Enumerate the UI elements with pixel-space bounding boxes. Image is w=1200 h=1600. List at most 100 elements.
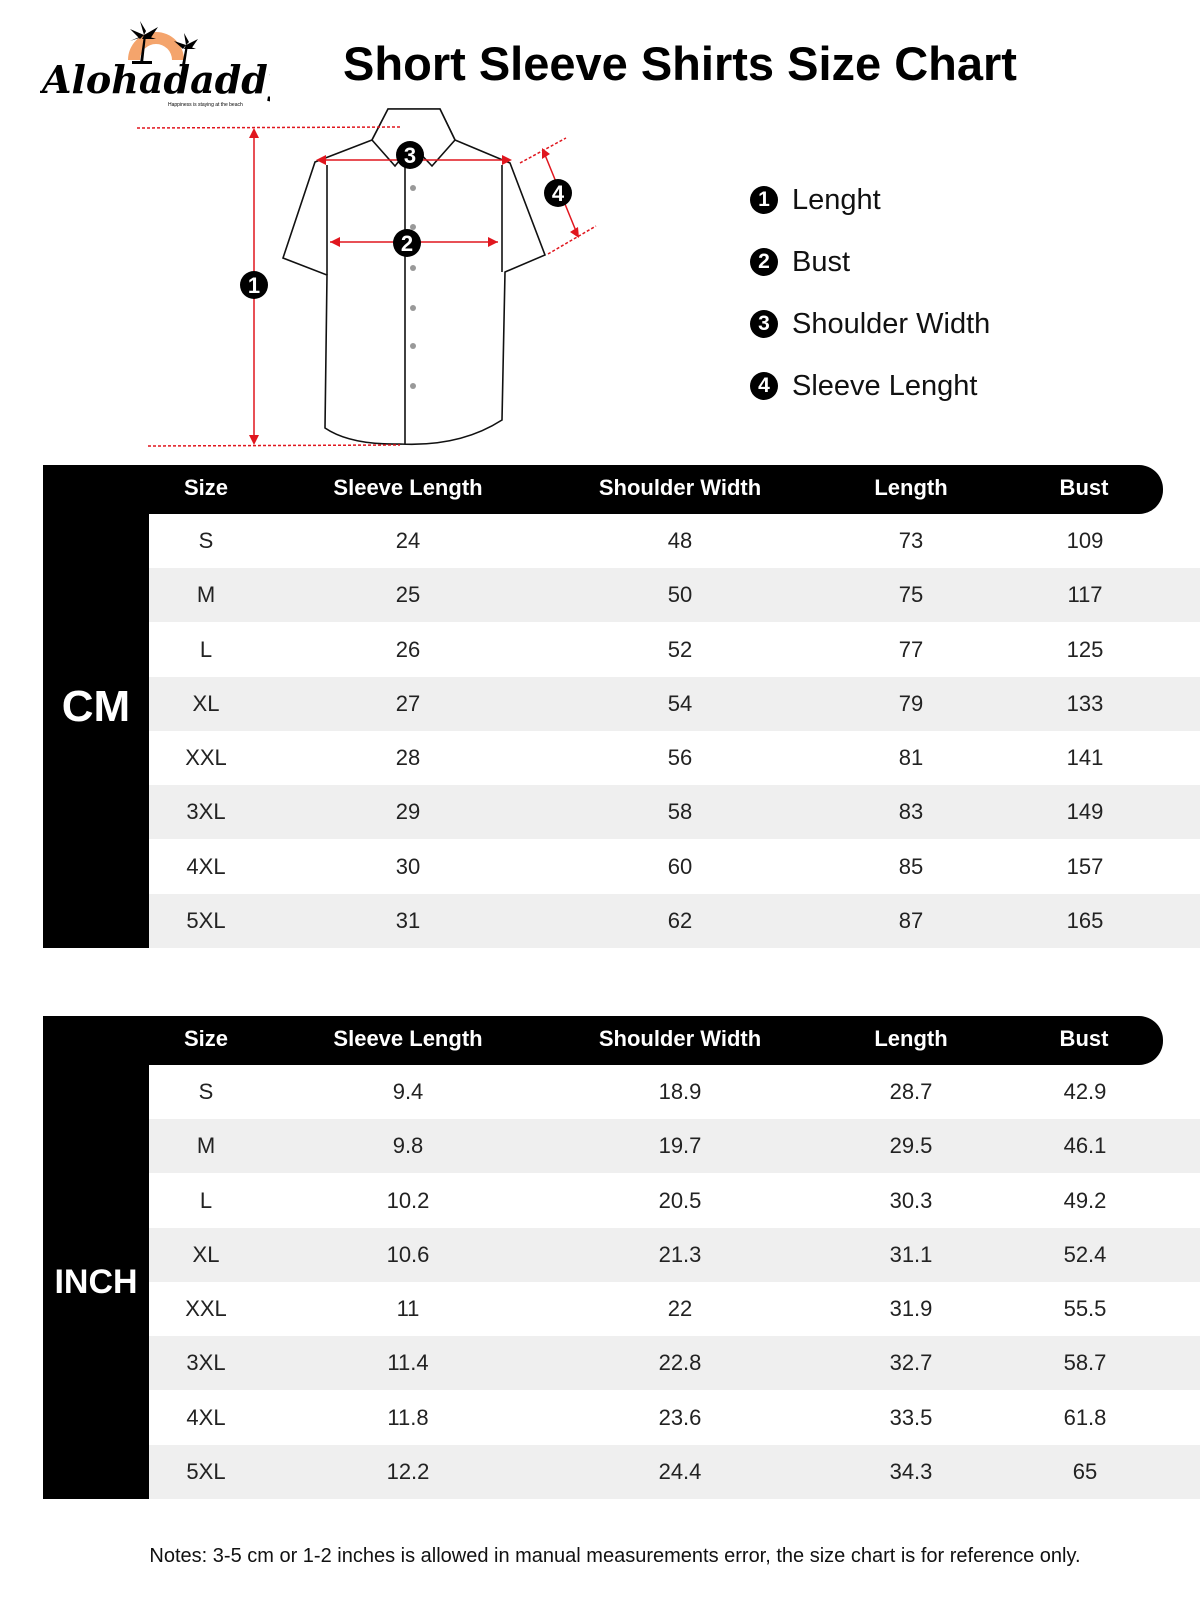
table-cell: 5XL <box>186 1458 226 1484</box>
table-cell: 58 <box>667 799 693 825</box>
table-row: 5XL 12.2 24.4 34.3 65 <box>149 1444 1200 1499</box>
palm-sunset-icon: Alohadaddy Happiness is staying at the b… <box>39 21 293 108</box>
table-row: S 24 48 73 109 <box>149 514 1200 568</box>
legend-label: Sleeve Lenght <box>792 369 978 402</box>
marker-2-icon: 2 <box>750 248 778 276</box>
column-header: Shoulder Width <box>598 475 762 500</box>
table-cell: 22 <box>667 1296 693 1321</box>
table-cell: S <box>198 1079 214 1104</box>
table-cell: 20.5 <box>658 1187 702 1213</box>
table-cell: 12.2 <box>386 1458 430 1484</box>
table-cell: 117 <box>1067 582 1103 608</box>
table-cell: 58.7 <box>1063 1350 1107 1376</box>
marker-1-icon: 1 <box>750 186 778 214</box>
table-cell: 54 <box>667 690 693 716</box>
table-row: XL 10.6 21.3 31.1 52.4 <box>149 1227 1200 1282</box>
column-header: Sleeve Length <box>333 475 483 500</box>
table-cell: 21.3 <box>658 1241 702 1267</box>
table-header: Size Sleeve Length Shoulder Width Length Bus… <box>43 1016 1163 1065</box>
table-row: 3XL 29 58 83 149 <box>149 785 1200 840</box>
table-header: Size Sleeve Length Shoulder Width Length Bus… <box>43 465 1163 514</box>
measurement-legend: 1 Lenght 2 Bust 3 Shoulder Width 4 Sleev… <box>750 184 991 433</box>
table-cell: 24 <box>395 528 421 553</box>
column-header: Size <box>183 475 229 500</box>
table-cell: 85 <box>898 853 924 879</box>
table-cell: 11.8 <box>387 1404 429 1430</box>
table-cell: 29.5 <box>889 1133 933 1159</box>
table-row: 5XL 31 62 87 165 <box>149 893 1200 948</box>
table-cell: 32.7 <box>889 1350 933 1376</box>
table-cell: 48 <box>667 528 693 553</box>
table-row: XL 27 54 79 133 <box>149 676 1200 731</box>
svg-text:3: 3 <box>404 143 416 168</box>
table-cell: 75 <box>898 582 924 608</box>
table-row: 4XL 11.8 23.6 33.5 61.8 <box>149 1391 1200 1445</box>
table-cell: 65 <box>1072 1458 1098 1484</box>
table-cell: 157 <box>1066 853 1104 879</box>
svg-text:1: 1 <box>248 273 260 298</box>
column-header: Bust <box>1059 1026 1109 1051</box>
table-cell: L <box>199 636 213 662</box>
table-cell: 31.9 <box>889 1296 933 1321</box>
svg-text:2: 2 <box>401 231 413 256</box>
table-row: M 25 50 75 117 <box>149 568 1200 623</box>
table-cell: 141 <box>1066 745 1104 770</box>
table-row: XXL 28 56 81 141 <box>149 731 1200 785</box>
page-title: Short Sleeve Shirts Size Chart <box>343 37 1017 90</box>
table-cell: 133 <box>1066 690 1104 716</box>
table-cell: 28 <box>395 745 421 770</box>
table-cell: 109 <box>1066 528 1104 553</box>
table-row: 4XL 30 60 85 157 <box>149 840 1200 894</box>
column-header: Sleeve Length <box>333 1026 483 1051</box>
table-cell: XXL <box>185 745 227 770</box>
legend-item-bust: 2 Bust <box>750 246 990 278</box>
table-cell: 50 <box>667 582 693 608</box>
table-cell: 30.3 <box>889 1187 933 1213</box>
table-row: S 9.4 18.9 28.7 42.9 <box>149 1065 1200 1119</box>
unit-label: CM <box>43 465 149 948</box>
table-cell: 31 <box>395 907 421 933</box>
table-cell: 3XL <box>186 799 226 825</box>
table-cell: 49.2 <box>1063 1187 1107 1213</box>
column-header: Shoulder Width <box>598 1026 762 1051</box>
table-cell: 60 <box>667 853 693 879</box>
table-cell: 19.7 <box>658 1133 702 1159</box>
table-cell: 4XL <box>186 1404 226 1430</box>
table-cell: 81 <box>898 745 924 770</box>
table-cell: XL <box>192 1241 220 1267</box>
table-cell: 31.1 <box>889 1241 933 1267</box>
table-row: M 9.8 19.7 29.5 46.1 <box>149 1119 1200 1174</box>
table-cell: 11 <box>396 1296 420 1321</box>
table-cell: XXL <box>185 1296 227 1321</box>
table-cell: 33.5 <box>889 1404 933 1430</box>
table-cell: 10.2 <box>386 1187 430 1213</box>
table-cell: 61.8 <box>1063 1404 1107 1430</box>
marker-3-icon: 3 <box>750 310 778 338</box>
table-cell: 52.4 <box>1063 1241 1107 1267</box>
table-cell: 55.5 <box>1063 1296 1107 1321</box>
table-cell: 11.4 <box>387 1350 429 1376</box>
table-row: XXL 11 22 31.9 55.5 <box>149 1282 1200 1336</box>
table-cell: 9.4 <box>392 1079 424 1104</box>
column-header: Size <box>183 1026 229 1051</box>
table-row: L 26 52 77 125 <box>149 623 1200 677</box>
table-cell: 42.9 <box>1063 1079 1107 1104</box>
table-cell: 52 <box>667 636 693 662</box>
table-cell: 5XL <box>186 907 226 933</box>
table-cell: 22.8 <box>658 1350 702 1376</box>
table-cell: L <box>199 1187 213 1213</box>
table-cell: 4XL <box>186 853 226 879</box>
size-table-inch: INCH Size Sleeve Length Shoulder Width Lengt… <box>43 1016 1200 1499</box>
table-cell: 165 <box>1066 907 1104 933</box>
table-cell: 83 <box>898 799 924 825</box>
column-header: Bust <box>1059 475 1109 500</box>
table-cell: 30 <box>395 853 421 879</box>
table-cell: 79 <box>898 690 924 716</box>
legend-item-length: 1 Lenght <box>750 184 990 216</box>
table-cell: 10.6 <box>386 1241 430 1267</box>
legend-label: Shoulder Width <box>792 307 991 340</box>
table-cell: 18.9 <box>658 1079 702 1104</box>
table-cell: 149 <box>1066 799 1104 825</box>
table-cell: 9.8 <box>392 1133 424 1159</box>
table-cell: 27 <box>395 690 421 716</box>
